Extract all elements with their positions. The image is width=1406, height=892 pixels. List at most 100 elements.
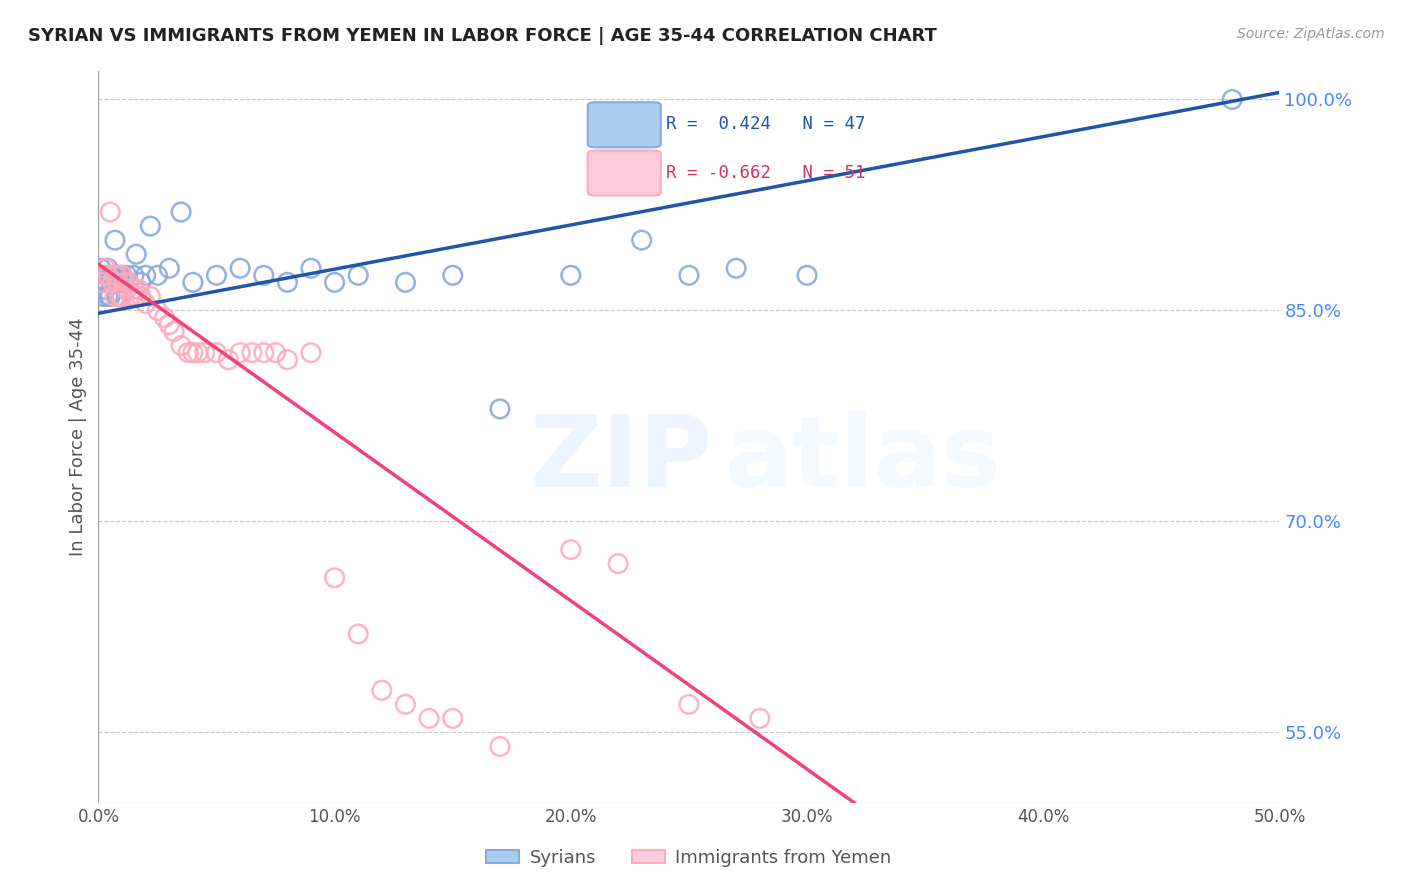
Point <box>105 268 128 283</box>
Point <box>125 247 148 261</box>
Point <box>240 345 263 359</box>
Point <box>748 711 770 725</box>
Point <box>371 683 394 698</box>
FancyBboxPatch shape <box>588 151 661 195</box>
Point <box>104 268 127 283</box>
Point <box>441 711 464 725</box>
Point <box>347 268 370 283</box>
Point <box>122 268 145 283</box>
Point <box>725 261 748 276</box>
Point <box>129 276 152 290</box>
Point <box>276 276 298 290</box>
Point <box>264 345 287 359</box>
Text: R = -0.662   N = 51: R = -0.662 N = 51 <box>666 164 866 182</box>
Point <box>489 739 512 754</box>
Point <box>135 268 157 283</box>
Point <box>108 268 131 283</box>
Point <box>111 276 134 290</box>
Point <box>205 268 228 283</box>
Point <box>122 282 145 296</box>
Point <box>394 276 416 290</box>
Point <box>299 261 322 276</box>
Point <box>678 698 700 712</box>
Point <box>253 268 276 283</box>
Point <box>217 352 239 367</box>
Point <box>177 345 200 359</box>
Point <box>163 325 186 339</box>
Point <box>1220 93 1243 107</box>
Point <box>118 276 141 290</box>
Point <box>91 289 114 303</box>
Point <box>115 268 138 283</box>
Text: ZIP: ZIP <box>530 410 713 508</box>
Legend: Syrians, Immigrants from Yemen: Syrians, Immigrants from Yemen <box>479 842 898 874</box>
Text: SYRIAN VS IMMIGRANTS FROM YEMEN IN LABOR FORCE | AGE 35-44 CORRELATION CHART: SYRIAN VS IMMIGRANTS FROM YEMEN IN LABOR… <box>28 27 936 45</box>
Point <box>121 289 143 303</box>
Point <box>678 268 700 283</box>
Point <box>91 268 114 283</box>
Point <box>229 345 252 359</box>
Point <box>170 339 193 353</box>
FancyBboxPatch shape <box>588 103 661 147</box>
Point <box>94 261 117 276</box>
Point <box>111 289 134 303</box>
Point <box>323 276 346 290</box>
Point <box>115 282 138 296</box>
Point <box>128 282 150 296</box>
Point <box>560 838 582 852</box>
Point <box>112 276 135 290</box>
Point <box>146 268 169 283</box>
Point <box>98 268 121 283</box>
Point <box>91 276 114 290</box>
Point <box>323 571 346 585</box>
Point <box>253 345 276 359</box>
Point <box>181 345 204 359</box>
Point <box>139 289 162 303</box>
Point <box>104 233 127 247</box>
Point <box>108 289 131 303</box>
Point <box>129 289 152 303</box>
Point <box>97 268 120 283</box>
Point <box>170 205 193 219</box>
Point <box>299 345 322 359</box>
Point <box>157 261 180 276</box>
Point <box>560 542 582 557</box>
Point <box>108 276 131 290</box>
Point <box>153 310 176 325</box>
Point <box>630 233 652 247</box>
Point <box>139 219 162 233</box>
Point <box>157 318 180 332</box>
Text: atlas: atlas <box>724 410 1001 508</box>
Point <box>125 289 148 303</box>
Point <box>347 627 370 641</box>
Point <box>101 276 124 290</box>
Text: Source: ZipAtlas.com: Source: ZipAtlas.com <box>1237 27 1385 41</box>
Point <box>229 261 252 276</box>
Point <box>104 268 127 283</box>
Point <box>418 711 440 725</box>
Point <box>111 268 134 283</box>
Point <box>441 268 464 283</box>
Point <box>104 289 127 303</box>
Point <box>394 698 416 712</box>
Point <box>560 268 582 283</box>
Point <box>111 268 134 283</box>
Point <box>101 268 124 283</box>
Point <box>146 303 169 318</box>
Point <box>90 276 112 290</box>
Text: R =  0.424   N = 47: R = 0.424 N = 47 <box>666 115 866 133</box>
Point <box>194 345 217 359</box>
Point <box>94 282 117 296</box>
Point <box>112 276 135 290</box>
Point <box>181 276 204 290</box>
Point <box>135 296 157 310</box>
Point <box>105 268 128 283</box>
Point <box>101 276 124 290</box>
Y-axis label: In Labor Force | Age 35-44: In Labor Force | Age 35-44 <box>69 318 87 557</box>
Point <box>98 205 121 219</box>
Point <box>105 289 128 303</box>
Point <box>276 352 298 367</box>
Point <box>97 261 120 276</box>
Point <box>489 401 512 416</box>
Point <box>98 289 121 303</box>
